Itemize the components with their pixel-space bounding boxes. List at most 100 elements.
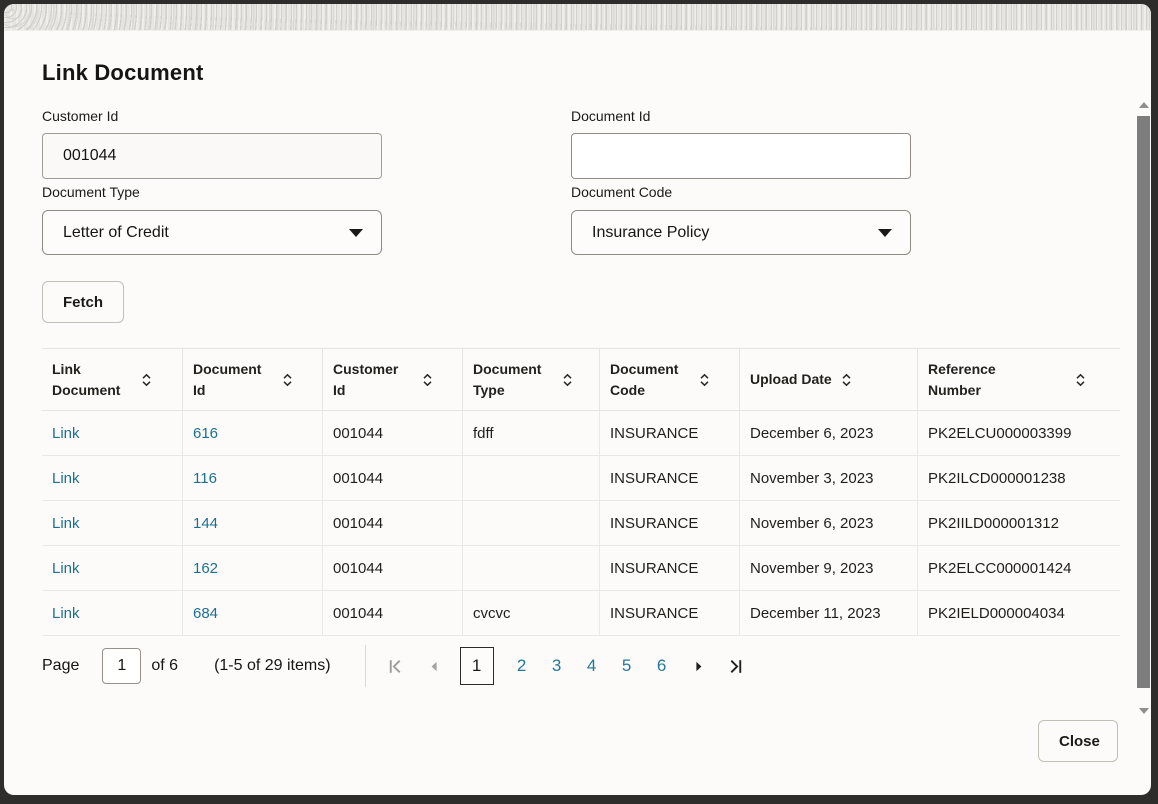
document-code-cell: INSURANCE [610, 559, 699, 577]
reference-number-cell: PK2IELD000004034 [928, 604, 1065, 622]
column-header-customer-id[interactable]: Customer Id [323, 349, 463, 411]
customer-id-input[interactable] [42, 133, 382, 179]
sort-icon[interactable] [841, 373, 852, 387]
page-3-link[interactable]: 3 [551, 656, 562, 675]
vertical-scrollbar[interactable] [1137, 100, 1151, 714]
page-count-label: of 6 [151, 657, 179, 674]
document-type-cell: cvcvc [473, 604, 511, 622]
sort-icon[interactable] [141, 373, 152, 387]
column-header-document-type[interactable]: Document Type [463, 349, 600, 411]
first-page-button[interactable] [384, 655, 407, 678]
page-label: Page [42, 657, 80, 674]
reference-number-cell: PK2ELCC000001424 [928, 559, 1072, 577]
page-2-link[interactable]: 2 [516, 656, 527, 675]
customer-id-cell: 001044 [333, 559, 384, 577]
sort-icon[interactable] [562, 373, 573, 387]
upload-date-cell: December 11, 2023 [750, 604, 881, 622]
link-document-dialog: Link Document Customer Id Document Id Do… [4, 4, 1151, 795]
column-header-label: Document Code [610, 361, 679, 398]
column-header-document-id[interactable]: Document Id [183, 349, 323, 411]
scrollbar-thumb[interactable] [1137, 116, 1150, 688]
column-header-upload-date[interactable]: Upload Date [740, 349, 918, 411]
column-header-reference-number[interactable]: Reference Number [918, 349, 1120, 411]
document-type-cell: fdff [473, 424, 494, 442]
column-header-label: Reference Number [928, 361, 996, 398]
sort-icon[interactable] [699, 373, 710, 387]
paginator: Page of 6 (1-5 of 29 items) 1 2 3 4 5 6 [42, 644, 747, 688]
previous-page-button[interactable] [425, 657, 444, 676]
reference-number-cell: PK2IILD000001312 [928, 514, 1059, 532]
sort-icon[interactable] [422, 373, 433, 387]
table-row: Link 162 001044 INSURANCE November 9, 20… [42, 546, 1120, 591]
sort-icon[interactable] [282, 373, 293, 387]
document-code-select[interactable]: Insurance Policy [571, 210, 911, 255]
documents-table: Link Document Document Id Customer Id Do… [42, 348, 1120, 636]
close-button[interactable]: Close [1038, 720, 1118, 762]
table-row: Link 684 001044 cvcvc INSURANCE December… [42, 591, 1120, 636]
document-type-selected-value: Letter of Credit [63, 223, 169, 241]
document-id-link[interactable]: 116 [193, 469, 217, 487]
document-id-input[interactable] [571, 133, 911, 179]
column-header-label: Document Id [193, 361, 262, 398]
last-page-icon [730, 659, 741, 673]
scroll-up-icon[interactable] [1139, 102, 1149, 108]
link-document-link[interactable]: Link [52, 559, 80, 577]
column-header-label: Document Type [473, 361, 542, 398]
next-page-icon [695, 661, 701, 671]
last-page-button[interactable] [724, 655, 747, 678]
document-code-cell: INSURANCE [610, 514, 699, 532]
customer-id-cell: 001044 [333, 424, 384, 442]
page-5-link[interactable]: 5 [621, 656, 632, 675]
first-page-icon [389, 659, 400, 673]
table-row: Link 144 001044 INSURANCE November 6, 20… [42, 501, 1120, 546]
customer-id-label: Customer Id [42, 108, 119, 124]
upload-date-cell: November 3, 2023 [750, 469, 874, 487]
upload-date-cell: November 6, 2023 [750, 514, 874, 532]
dialog-title: Link Document [42, 60, 204, 85]
page-4-link[interactable]: 4 [586, 656, 597, 675]
document-code-label: Document Code [571, 184, 673, 200]
sort-icon[interactable] [1075, 373, 1086, 387]
fetch-button[interactable]: Fetch [42, 281, 125, 323]
column-header-label: Upload Date [750, 371, 832, 388]
link-document-link[interactable]: Link [52, 514, 80, 532]
link-document-link[interactable]: Link [52, 469, 80, 487]
upload-date-cell: December 6, 2023 [750, 424, 874, 442]
document-id-label: Document Id [571, 108, 651, 124]
page-6-link[interactable]: 6 [656, 656, 667, 675]
items-summary: (1-5 of 29 items) [214, 657, 331, 674]
customer-id-cell: 001044 [333, 469, 384, 487]
document-id-link[interactable]: 144 [193, 514, 219, 532]
link-document-link[interactable]: Link [52, 604, 80, 622]
link-document-link[interactable]: Link [52, 424, 80, 442]
document-code-cell: INSURANCE [610, 424, 699, 442]
document-type-label: Document Type [42, 184, 140, 200]
next-page-button[interactable] [689, 657, 708, 676]
reference-number-cell: PK2ELCU000003399 [928, 424, 1072, 442]
document-code-selected-value: Insurance Policy [592, 223, 710, 241]
page-number-input[interactable] [102, 648, 142, 684]
document-code-cell: INSURANCE [610, 469, 699, 487]
document-code-cell: INSURANCE [610, 604, 699, 622]
chevron-down-icon [349, 228, 363, 237]
page-1-button[interactable]: 1 [459, 647, 494, 685]
reference-number-cell: PK2ILCD000001238 [928, 469, 1066, 487]
table-header-row: Link Document Document Id Customer Id Do… [42, 349, 1120, 411]
document-id-link[interactable]: 616 [193, 424, 219, 442]
scroll-down-icon[interactable] [1139, 708, 1149, 714]
upload-date-cell: November 9, 2023 [750, 559, 874, 577]
previous-page-icon [431, 661, 437, 671]
chevron-down-icon [878, 228, 892, 237]
table-row: Link 116 001044 INSURANCE November 3, 20… [42, 456, 1120, 501]
column-header-link-document[interactable]: Link Document [42, 349, 183, 411]
document-type-select[interactable]: Letter of Credit [42, 210, 382, 255]
table-row: Link 616 001044 fdff INSURANCE December … [42, 411, 1120, 456]
column-header-label: Link Document [52, 361, 121, 398]
customer-id-cell: 001044 [333, 514, 384, 532]
customer-id-cell: 001044 [333, 604, 384, 622]
column-header-document-code[interactable]: Document Code [600, 349, 740, 411]
document-id-link[interactable]: 162 [193, 559, 219, 577]
document-id-link[interactable]: 684 [193, 604, 219, 622]
column-header-label: Customer Id [333, 361, 399, 398]
blurred-backdrop-strip [4, 4, 1151, 31]
